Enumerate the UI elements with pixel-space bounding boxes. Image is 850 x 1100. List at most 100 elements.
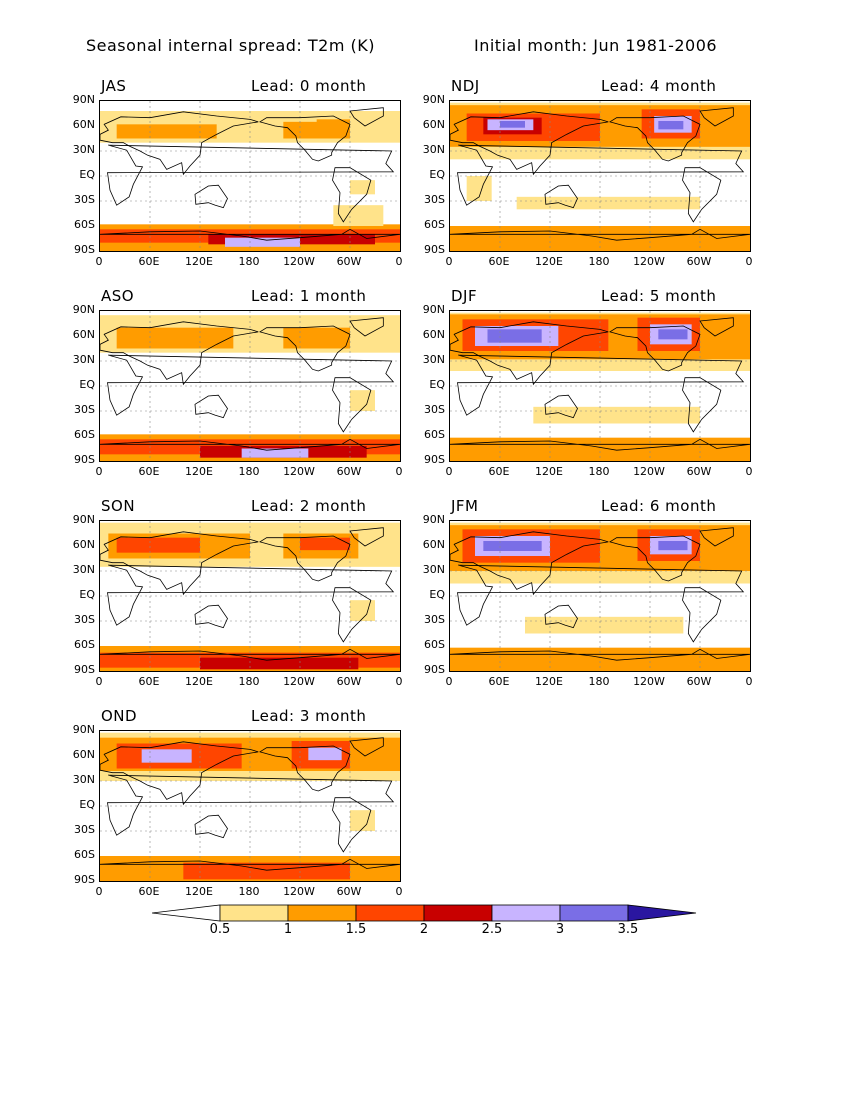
map-field <box>100 521 400 671</box>
map-field <box>100 731 400 881</box>
lat-tick-label: 60N <box>72 748 95 761</box>
map-field <box>100 311 400 461</box>
colorbar-segment <box>287 904 357 922</box>
panel-lead-label: Lead: 4 month <box>601 77 717 95</box>
colorbar <box>152 904 697 922</box>
lon-tick-label: 120W <box>633 675 665 688</box>
lat-tick-label: 90N <box>72 303 95 316</box>
australia-coast <box>544 184 578 209</box>
lat-tick-label: 60S <box>424 428 445 441</box>
map-panel-ond <box>99 730 401 882</box>
lat-tick-label: 90N <box>422 513 445 526</box>
lat-tick-label: 60N <box>72 538 95 551</box>
lon-tick-label: 120W <box>633 255 665 268</box>
map-field <box>450 521 750 671</box>
lon-tick-label: 120E <box>535 465 563 478</box>
map-panel-son <box>99 520 401 672</box>
figure-subtitle: Initial month: Jun 1981-2006 <box>474 36 718 55</box>
lat-tick-label: EQ <box>79 798 95 811</box>
greenland-coast <box>349 737 384 757</box>
australia-coast <box>544 604 578 629</box>
colorbar-level-label: 2 <box>419 922 429 937</box>
lon-tick-label: 60E <box>488 675 510 688</box>
south-america-coast <box>682 377 722 433</box>
panel-lead-label: Lead: 2 month <box>251 497 367 515</box>
lat-tick-label: 60N <box>422 328 445 341</box>
europe-asia-coast <box>450 321 609 386</box>
lon-tick-label: 120E <box>535 675 563 688</box>
south-america-coast <box>332 167 372 223</box>
europe-asia-coast <box>450 111 609 176</box>
map-field <box>450 311 750 461</box>
lon-tick-label: 120E <box>185 675 213 688</box>
panel-season-label: JAS <box>101 77 127 95</box>
colorbar-level-label: 3.5 <box>617 922 639 937</box>
lat-tick-label: 90N <box>72 723 95 736</box>
lat-tick-label: 30N <box>422 143 445 156</box>
greenland-coast <box>349 317 384 337</box>
lon-tick-label: 60E <box>488 255 510 268</box>
colorbar-level-label: 1.5 <box>345 922 367 937</box>
antarctica-coast <box>450 438 750 451</box>
colorbar-level-label: 1 <box>283 922 293 937</box>
south-america-coast <box>332 377 372 433</box>
north-america-coast <box>609 115 701 162</box>
panel-lead-label: Lead: 6 month <box>601 497 717 515</box>
greenland-coast <box>349 527 384 547</box>
lat-tick-label: EQ <box>429 588 445 601</box>
lon-tick-label: 60W <box>336 675 362 688</box>
greenland-coast <box>699 317 734 337</box>
lon-tick-label: 180 <box>588 675 610 688</box>
north-america-coast <box>609 325 701 372</box>
lon-tick-label: 60E <box>138 255 160 268</box>
australia-coast <box>194 394 228 419</box>
map-panel-jas <box>99 100 401 252</box>
lat-tick-label: 90S <box>424 453 445 466</box>
lat-tick-label: 60S <box>74 638 95 651</box>
lon-tick-label: 60W <box>336 465 362 478</box>
australia-coast <box>194 184 228 209</box>
australia-coast <box>544 394 578 419</box>
colorbar-level-label: 0.5 <box>209 922 231 937</box>
lon-tick-label: 120W <box>283 885 315 898</box>
lat-tick-label: 90S <box>74 873 95 886</box>
lon-tick-label: 120W <box>283 675 315 688</box>
lon-tick-label: 0 <box>445 255 453 268</box>
lon-tick-label: 180 <box>238 465 260 478</box>
lon-tick-label: 0 <box>95 675 103 688</box>
panel-season-label: NDJ <box>451 77 480 95</box>
lon-tick-label: 60W <box>686 675 712 688</box>
lon-tick-label: 60W <box>686 465 712 478</box>
lat-tick-label: 60S <box>74 428 95 441</box>
lat-tick-label: 90N <box>72 513 95 526</box>
africa-coast <box>457 564 745 626</box>
lat-tick-label: 90S <box>424 243 445 256</box>
lat-tick-label: 90S <box>74 453 95 466</box>
north-america-coast <box>259 325 351 372</box>
panel-season-label: ASO <box>101 287 135 305</box>
lon-tick-label: 0 <box>95 465 103 478</box>
map-panel-jfm <box>449 520 751 672</box>
lat-tick-label: 60N <box>422 118 445 131</box>
africa-coast <box>107 774 395 836</box>
lat-tick-label: 60S <box>424 218 445 231</box>
map-panel-aso <box>99 310 401 462</box>
colorbar-under-triangle <box>152 904 221 922</box>
lon-tick-label: 180 <box>238 675 260 688</box>
lat-tick-label: 30S <box>74 613 95 626</box>
south-america-coast <box>682 167 722 223</box>
lat-tick-label: 60N <box>422 538 445 551</box>
map-panel-ndj <box>449 100 751 252</box>
lon-tick-label: 0 <box>95 885 103 898</box>
lon-tick-label: 0 <box>745 675 753 688</box>
south-america-coast <box>332 587 372 643</box>
north-america-coast <box>259 535 351 582</box>
north-america-coast <box>259 745 351 792</box>
lat-tick-label: 90N <box>422 303 445 316</box>
lon-tick-label: 0 <box>395 255 403 268</box>
lon-tick-label: 120E <box>185 255 213 268</box>
europe-asia-coast <box>100 531 259 596</box>
panel-season-label: SON <box>101 497 136 515</box>
lat-tick-label: 90N <box>72 93 95 106</box>
europe-asia-coast <box>100 111 259 176</box>
